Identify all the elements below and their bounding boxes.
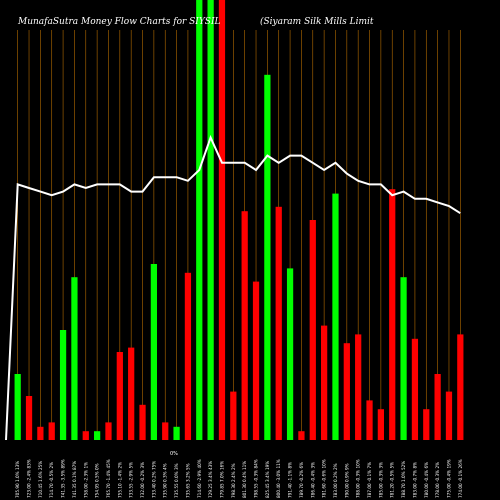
x-tick-label-30: 790.00 0.9% 9% <box>344 463 349 498</box>
x-tick-labels: 705.90 1.0% 13% 723.00 -2.4% 83% 710.45 1.… <box>15 459 463 498</box>
bar-34 <box>389 189 396 440</box>
x-tick-label-11: 733.55 -2.9% 5% <box>129 462 134 498</box>
x-tick-label-4: 714.70 -0.5% 2% <box>49 462 54 498</box>
bar-2 <box>25 396 33 440</box>
x-tick-label-32: 787.00 -0.1% 7% <box>367 462 372 498</box>
x-tick-label-27: 786.40 -0.4% 3% <box>310 462 315 498</box>
bar-20 <box>230 391 237 440</box>
bar-39 <box>445 391 453 440</box>
x-tick-label-13: 733.40 0.2% 75% <box>151 461 156 498</box>
x-tick-label-35: 788.70 1.0% 52% <box>401 461 406 498</box>
money-flow-line <box>5 134 461 441</box>
bar-3 <box>37 426 44 440</box>
bar-19 <box>218 0 226 440</box>
x-tick-label-15: 735.55 0.0% 3% <box>174 463 179 498</box>
bar-35 <box>400 277 407 440</box>
bar-4 <box>48 422 55 440</box>
bar-13 <box>150 264 157 440</box>
x-tick-label-18: 729.25 3.4% 43% <box>208 461 213 498</box>
bar-32 <box>366 400 373 440</box>
bar-26 <box>298 431 305 440</box>
bar-16 <box>184 272 192 440</box>
money-flow-polyline <box>5 134 461 441</box>
x-tick-label-34: 781.20 -0.5% 5% <box>390 462 395 498</box>
x-tick-label-33: 785.00 -0.3% 3% <box>378 462 383 498</box>
bar-27 <box>309 220 316 440</box>
zero-percent-label: 0% <box>170 451 178 457</box>
x-tick-label-5: 741.35 -3.5% 89% <box>61 459 66 498</box>
bar-21 <box>241 211 248 440</box>
x-tick-label-31: 788.00 -0.3% 10% <box>356 459 361 498</box>
x-tick-label-21: 801.30 0.4% 11% <box>242 461 247 498</box>
bar-40 <box>457 334 464 440</box>
x-tick-label-7: 758.00 -2.3% 1% <box>83 462 88 498</box>
x-tick-label-36: 783.00 -0.7% 8% <box>412 462 417 498</box>
chart-subtitle: (Siyaram Silk Mills Limit <box>260 16 374 27</box>
bar-25 <box>286 268 294 440</box>
x-tick-label-28: 781.60 -0.6% 10% <box>322 459 327 498</box>
bar-7 <box>82 431 89 440</box>
bar-38 <box>434 374 441 440</box>
x-tick-label-20: 798.30 2.4% 2% <box>231 463 236 498</box>
x-tick-label-2: 723.00 -2.4% 83% <box>27 459 32 498</box>
x-tick-label-24: 800.40 -3.0% 11% <box>276 459 281 498</box>
x-tick-label-38: 778.00 -0.3% 2% <box>435 462 440 498</box>
x-tick-label-1: 705.90 1.0% 13% <box>15 461 20 498</box>
x-tick-label-22: 798.55 -0.3% 84% <box>254 459 259 498</box>
x-tick-label-37: 780.00 -0.4% 6% <box>424 462 429 498</box>
bar-29 <box>332 193 339 440</box>
x-tick-label-8: 754.95 0.5% 0% <box>95 463 100 498</box>
chart-title: MunafaSutra Money Flow Charts for SIYSIL <box>17 17 221 27</box>
bar-8 <box>94 431 101 440</box>
bar-33 <box>377 409 384 440</box>
bar-11 <box>128 347 135 440</box>
bar-series <box>14 0 464 441</box>
x-tick-label-14: 735.90 0.3% 4% <box>163 463 168 498</box>
bar-5 <box>59 330 67 440</box>
x-tick-label-25: 791.40 -1.1% 8% <box>288 462 293 498</box>
x-tick-label-26: 789.70 -0.2% 6% <box>299 462 304 498</box>
x-tick-label-19: 779.85 7.0% 16% <box>219 461 224 498</box>
bar-18 <box>207 0 214 440</box>
x-tick-label-23: 825.45 3.4% 19% <box>265 461 270 498</box>
bar-23 <box>264 74 271 441</box>
bar-15 <box>173 426 180 440</box>
bar-6 <box>71 277 78 440</box>
bar-37 <box>423 409 430 440</box>
bar-1 <box>14 374 21 440</box>
x-tick-label-12: 732.00 -0.2% 3% <box>140 462 145 498</box>
bar-31 <box>355 334 362 440</box>
bar-22 <box>252 281 260 440</box>
x-tick-label-29: 783.00 0.2% 2% <box>333 463 338 498</box>
bar-10 <box>116 352 123 440</box>
x-tick-label-10: 755.10 -1.4% 2% <box>117 462 122 498</box>
x-tick-label-3: 710.45 1.6% 25% <box>38 461 43 498</box>
bar-36 <box>411 338 419 440</box>
x-tick-label-17: 714.60 -2.9% 40% <box>197 459 202 498</box>
bar-12 <box>139 404 146 440</box>
bar-17 <box>196 0 203 440</box>
x-tick-label-9: 765.70 -1.4% 45% <box>106 459 111 498</box>
bar-14 <box>162 422 169 440</box>
x-tick-label-40: 774.00 -0.1% 26% <box>458 459 463 498</box>
bar-28 <box>321 325 328 440</box>
bar-9 <box>105 422 112 440</box>
x-tick-label-16: 735.65 3.2% 5% <box>185 463 190 498</box>
bar-30 <box>343 343 350 440</box>
bar-24 <box>275 206 282 440</box>
x-tick-label-6: 741.35 0.1% 87% <box>72 461 77 498</box>
x-tick-label-39: 775.00 -0.4% 19% <box>446 459 451 498</box>
